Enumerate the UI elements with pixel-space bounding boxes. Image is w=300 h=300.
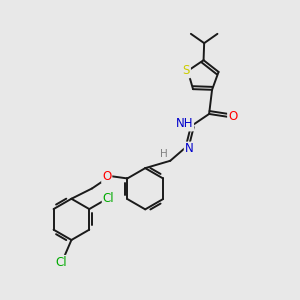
Text: O: O — [102, 169, 111, 183]
Text: Cl: Cl — [103, 192, 114, 205]
Text: O: O — [228, 110, 237, 123]
Text: N: N — [185, 142, 194, 155]
Text: H: H — [160, 149, 168, 159]
Text: NH: NH — [176, 118, 193, 130]
Text: Cl: Cl — [55, 256, 67, 269]
Text: S: S — [183, 64, 190, 77]
